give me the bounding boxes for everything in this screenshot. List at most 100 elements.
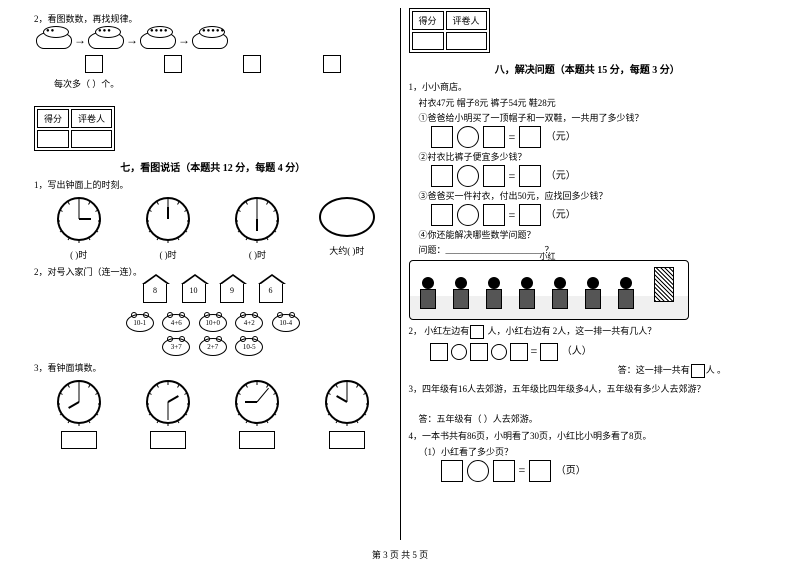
section7-title: 七，看图说话（本题共 12 分，每题 4 分） xyxy=(34,159,392,174)
arrow-icon: → xyxy=(126,33,138,48)
unit: （元） xyxy=(546,170,576,181)
q7-3: 3，看钟面填数。 xyxy=(34,361,392,374)
q8-4: 4，一本书共有86页，小明看了30页，小红比小明多看了8页。 xyxy=(409,429,767,442)
equation-row[interactable]: = （人） xyxy=(429,342,767,361)
houses-row: 8 10 9 6 xyxy=(34,281,392,305)
clock-row-1: ( )时 ( )时 ( )时 大约( )时 xyxy=(34,195,392,261)
column-divider xyxy=(400,8,401,540)
kid-icon xyxy=(517,277,537,317)
q8-2-answer: 答：这一排一共有人 。 xyxy=(419,363,727,378)
q8-4-1: （1）小红看了多少页？ xyxy=(419,445,767,458)
score-table: 得分评卷人 xyxy=(34,106,115,151)
pig[interactable]: 3+7 xyxy=(162,338,190,356)
arrow-icon: → xyxy=(74,33,86,48)
q8-2-line: 2， 小红左边有 人，小红右边有 2人，这一排一共有几人？ xyxy=(409,324,767,339)
pig[interactable]: 2+7 xyxy=(199,338,227,356)
pig[interactable]: 10+0 xyxy=(199,314,227,332)
score-table: 得分评卷人 xyxy=(409,8,490,53)
sq4: ④你还能解决哪些数学问题？ xyxy=(419,228,767,241)
tree-icon xyxy=(649,267,679,317)
xiaohong-label: 小红 xyxy=(540,251,556,262)
clock-label[interactable]: ( )时 xyxy=(225,248,289,261)
page-footer: 第 3 页 共 5 页 xyxy=(0,548,800,561)
answer-boxes xyxy=(54,55,372,73)
shop-items: 衬衣47元 帽子8元 裤子54元 鞋28元 xyxy=(419,96,767,109)
equation-row[interactable]: = （元） xyxy=(429,126,767,148)
clock xyxy=(57,197,101,241)
pig[interactable]: 10-5 xyxy=(235,338,263,356)
q8-1: 1，小小商店。 xyxy=(409,80,767,93)
sq2: ②衬衣比裤子便宜多少钱？ xyxy=(419,150,767,163)
plates-row: ●● → ●●● → ●●●● → ●●●●● xyxy=(34,31,392,49)
clock xyxy=(325,380,369,424)
sq1: ①爸爸给小明买了一顶帽子和一双鞋，一共用了多少钱？ xyxy=(419,111,767,124)
kid-icon xyxy=(484,277,504,317)
pig[interactable]: 10-1 xyxy=(126,314,154,332)
q7-1: 1，写出钟面上的时刻。 xyxy=(34,178,392,191)
answer-box[interactable] xyxy=(470,325,484,339)
sq4-prompt[interactable]: 问题：______________________？ xyxy=(419,243,767,256)
kids-illustration: 小红 xyxy=(409,260,689,320)
grader-label: 评卷人 xyxy=(446,11,487,30)
section8-title: 八，解决问题（本题共 15 分，每题 3 分） xyxy=(409,61,767,76)
unit: （元） xyxy=(546,209,576,220)
sq3: ③爸爸买一件衬衣，付出50元，应找回多少钱？ xyxy=(419,189,767,202)
kid-icon xyxy=(418,277,438,317)
plate: ●●● xyxy=(88,31,124,49)
unit: （人） xyxy=(562,346,592,357)
house: 8 xyxy=(143,283,167,303)
arrow-icon: → xyxy=(178,33,190,48)
equation-row[interactable]: = （元） xyxy=(429,204,767,226)
equation-row[interactable]: = （元） xyxy=(429,165,767,187)
q7-2: 2，对号入家门（连一连）。 xyxy=(34,265,392,278)
clock-label[interactable]: 大约( )时 xyxy=(315,244,379,257)
pigs-row-2: 3+7 2+7 10-5 xyxy=(34,337,392,357)
unit: （页） xyxy=(556,465,586,476)
clock xyxy=(235,380,279,424)
answer-box[interactable] xyxy=(243,55,261,73)
q8-3: 3，四年级有16人去郊游，五年级比四年级多4人，五年级有多少人去郊游？ xyxy=(409,382,767,395)
kid-icon xyxy=(616,277,636,317)
house: 10 xyxy=(182,283,206,303)
clock xyxy=(57,380,101,424)
pig[interactable]: 4+6 xyxy=(162,314,190,332)
q2-title: 2，看图数数，再找规律。 xyxy=(34,12,392,25)
plate: ●●●● xyxy=(140,31,176,49)
clock-row-2 xyxy=(34,378,392,451)
equation-row[interactable]: = （页） xyxy=(439,460,767,482)
kid-icon xyxy=(451,277,471,317)
clock xyxy=(235,197,279,241)
answer-box[interactable] xyxy=(164,55,182,73)
score-cell[interactable] xyxy=(412,32,444,50)
clock-label[interactable]: ( )时 xyxy=(47,248,111,261)
clock xyxy=(146,380,190,424)
clock xyxy=(146,197,190,241)
grader-cell[interactable] xyxy=(446,32,487,50)
house: 9 xyxy=(220,283,244,303)
pigs-row-1: 10-1 4+6 10+0 4+2 10-4 xyxy=(34,313,392,333)
pig[interactable]: 10-4 xyxy=(272,314,300,332)
plate: ●●●●● xyxy=(192,31,228,49)
pig[interactable]: 4+2 xyxy=(235,314,263,332)
q8-3-answer[interactable]: 答：五年级有（ ）人去郊游。 xyxy=(419,412,767,425)
kid-icon xyxy=(550,277,570,317)
grader-label: 评卷人 xyxy=(71,109,112,128)
answer-box[interactable] xyxy=(329,431,365,449)
plate: ●● xyxy=(36,31,72,49)
score-label: 得分 xyxy=(37,109,69,128)
answer-box[interactable] xyxy=(239,431,275,449)
kid-icon xyxy=(583,277,603,317)
answer-box[interactable] xyxy=(61,431,97,449)
house: 6 xyxy=(259,283,283,303)
oval-clock xyxy=(319,197,375,237)
answer-box[interactable] xyxy=(691,364,705,378)
answer-box[interactable] xyxy=(323,55,341,73)
unit: （元） xyxy=(546,131,576,142)
score-label: 得分 xyxy=(412,11,444,30)
score-cell[interactable] xyxy=(37,130,69,148)
clock-label[interactable]: ( )时 xyxy=(136,248,200,261)
plates-hint: 每次多（ ）个。 xyxy=(54,77,392,90)
answer-box[interactable] xyxy=(150,431,186,449)
answer-box[interactable] xyxy=(85,55,103,73)
grader-cell[interactable] xyxy=(71,130,112,148)
